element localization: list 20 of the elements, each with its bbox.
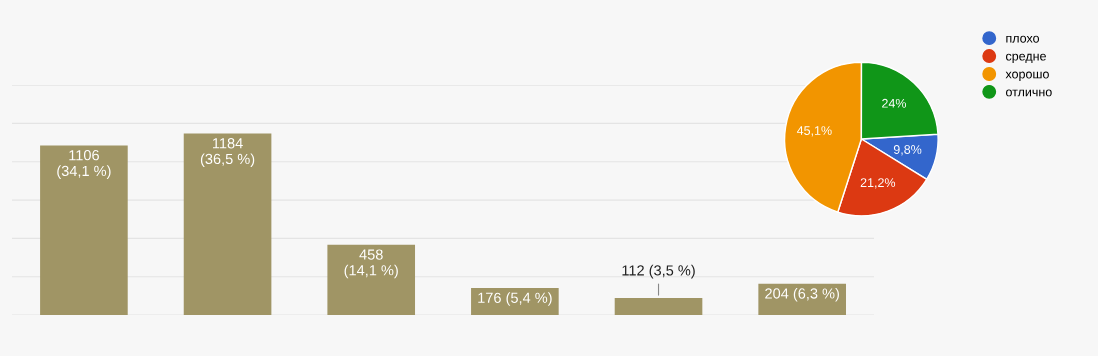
data-label: 24%: [882, 98, 907, 108]
data-label: 204 (6,3 %): [765, 287, 839, 302]
data-label: 45,1%: [796, 126, 832, 137]
data-label: 9,8%: [893, 145, 922, 156]
bar: [183, 133, 272, 316]
bar: [614, 297, 703, 316]
legend-label: плохо: [1006, 35, 1040, 43]
bar: [471, 288, 559, 316]
legend-label: отлично: [1006, 89, 1052, 97]
data-label: 458 (14,1 %): [344, 249, 398, 279]
data-label: 21,2%: [860, 178, 896, 189]
data-label: 1184 (36,5 %): [200, 138, 255, 167]
data-label: 1106 (34,1 %): [57, 150, 111, 179]
data-label: 176 (5,4 %): [478, 292, 552, 306]
bar: [40, 145, 128, 316]
legend-label: средне: [1006, 53, 1046, 64]
data-label: 112 (3,5 %): [622, 264, 695, 279]
bar: [758, 283, 846, 316]
legend-label: хорошо: [1005, 71, 1049, 81]
bar: [327, 244, 416, 316]
